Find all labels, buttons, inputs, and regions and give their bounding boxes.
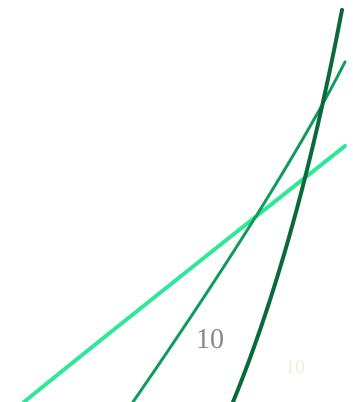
secondary-value-label: 10: [285, 356, 305, 378]
curve-dark-green: [231, 8, 344, 402]
primary-value-label: 10: [196, 324, 224, 355]
curve-light-green: [22, 144, 347, 402]
